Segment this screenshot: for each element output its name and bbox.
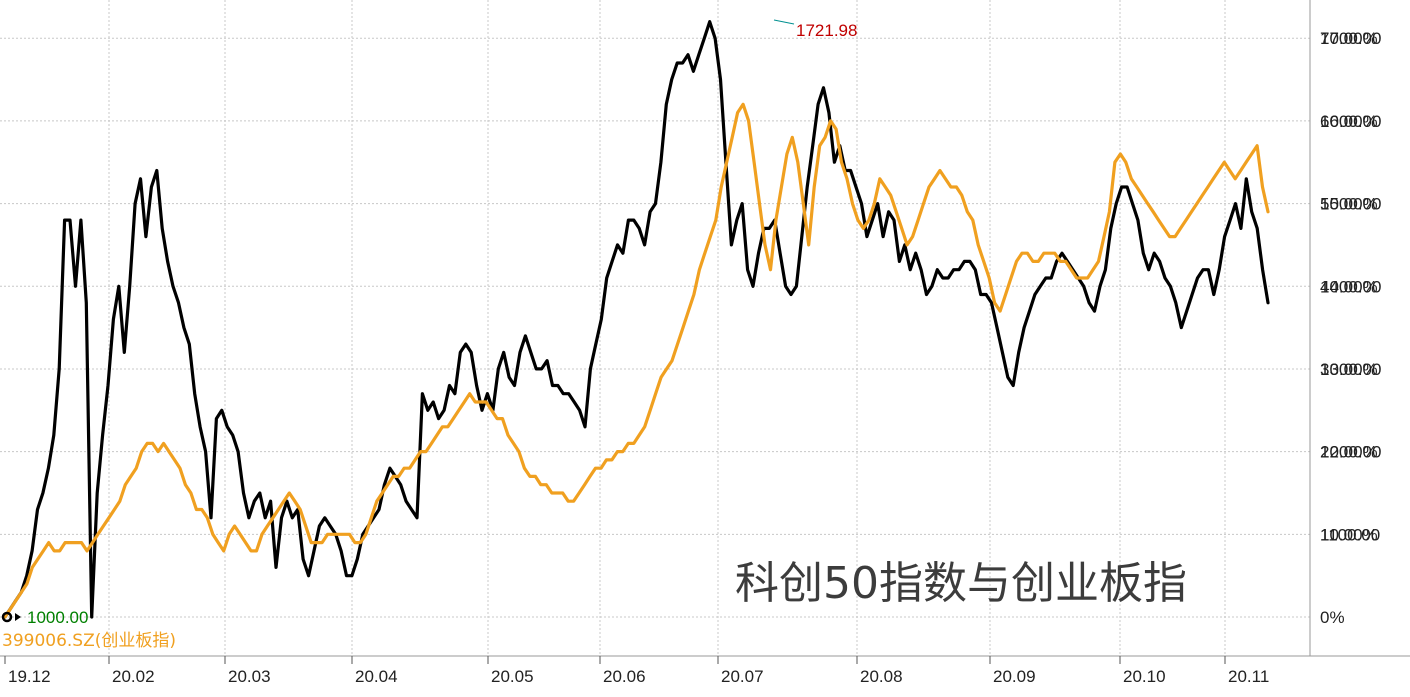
peak-annotation: 1721.98 [773, 19, 857, 40]
peak-pointer [773, 19, 795, 25]
x-tick-label: 20.05 [491, 667, 534, 686]
x-tick-label: 20.09 [993, 667, 1036, 686]
y-tick-value: 1200.00 [1320, 443, 1381, 462]
x-axis: 19.12 20.02 20.03 20.04 20.05 20.06 20.07 20.08… [0, 655, 1410, 686]
x-tick-label: 20.07 [721, 667, 764, 686]
base-label: 1000.00 [27, 608, 88, 627]
y-tick-percent: 0% [1320, 608, 1345, 627]
x-tick-label: 20.08 [860, 667, 903, 686]
y-tick-value: 1300.00 [1320, 360, 1381, 379]
y-tick-value: 1700.00 [1320, 29, 1381, 48]
x-tick-label: 20.06 [603, 667, 646, 686]
y-axis: 70.00% 60.00% 50.00% 40.00% 30.00% 20.00% 10.0… [1309, 0, 1381, 656]
base-marker [1, 611, 13, 623]
y-tick-value: 1400.00 [1320, 277, 1381, 296]
series-lines [3, 20, 1270, 619]
y-tick-percent: 60.00% [1320, 112, 1378, 131]
y-tick-percent: 10.00% [1320, 525, 1378, 544]
peak-label: 1721.98 [796, 21, 857, 40]
chart-title: 科创50指数与创业板指 [735, 558, 1187, 609]
x-tick-label: 20.04 [355, 667, 398, 686]
x-tick-label: 20.11 [1228, 667, 1269, 686]
y-tick-percent: 50.00% [1320, 195, 1378, 214]
x-tick-label: 19.12 [8, 667, 51, 686]
x-tick-label: 20.02 [112, 667, 155, 686]
series-line-kc50 [3, 20, 1270, 619]
y-tick-percent: 40.00% [1320, 277, 1378, 296]
base-annotation: 1000.00 [1, 608, 88, 627]
base-pointer [15, 613, 21, 621]
series-line-chinext [3, 102, 1270, 619]
y-tick-value: 1500.00 [1320, 195, 1381, 214]
y-tick-percent: 20.00% [1320, 443, 1378, 462]
y-tick-percent: 70.00% [1320, 29, 1378, 48]
x-tick-label: 20.03 [228, 667, 271, 686]
x-tick-label: 20.10 [1123, 667, 1166, 686]
y-tick-percent: 30.00% [1320, 360, 1378, 379]
y-tick-value: 1100.00 [1320, 525, 1380, 544]
legend-chinext: 399006.SZ(创业板指) [2, 631, 176, 651]
y-tick-value: 1600.00 [1320, 112, 1381, 131]
